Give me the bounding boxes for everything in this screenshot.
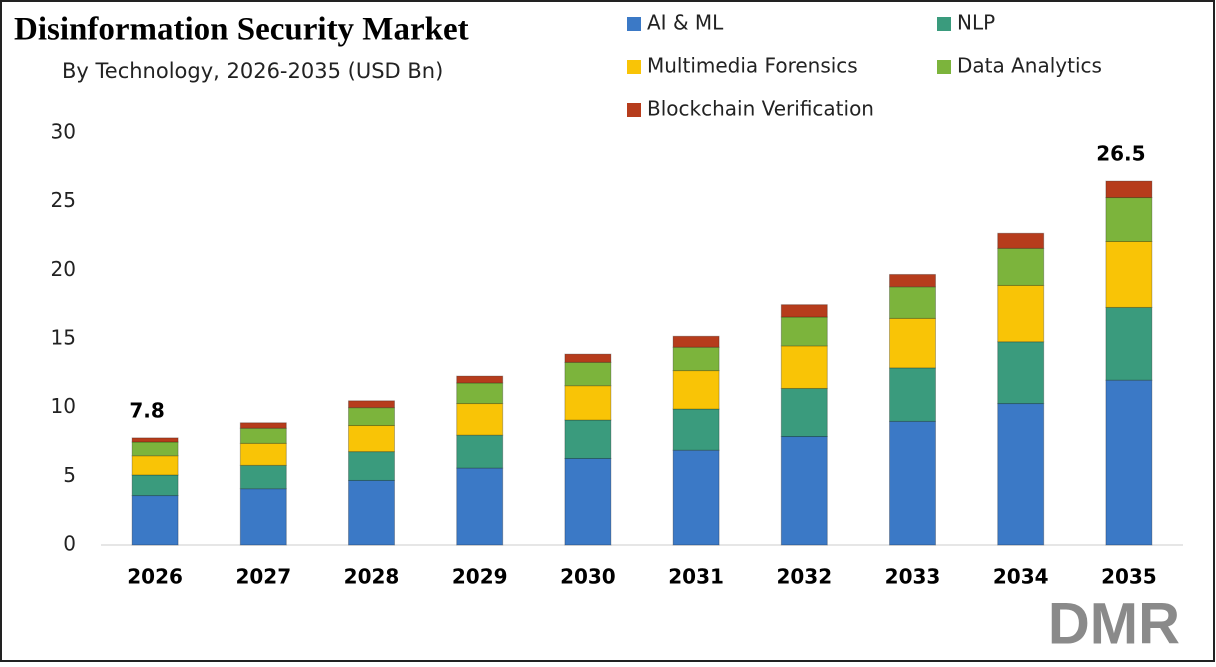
total-label: 26.5 — [1096, 142, 1145, 166]
bar-segment — [997, 247, 1045, 286]
bar-segment — [348, 451, 395, 481]
chart-subtitle: By Technology, 2026-2035 (USD Bn) — [62, 59, 443, 83]
bar-segment — [672, 370, 720, 410]
total-label: 7.8 — [129, 398, 164, 422]
y-tick-label: 15 — [51, 326, 76, 350]
bar-segment — [672, 408, 720, 451]
bar-segment — [997, 284, 1045, 343]
bar-segment — [456, 467, 504, 546]
legend-label: Blockchain Verification — [647, 97, 874, 121]
bar-segment — [997, 232, 1045, 249]
y-tick-label: 25 — [51, 188, 76, 212]
legend-swatch — [627, 60, 641, 74]
bar-segment — [348, 407, 395, 427]
bar-segment — [348, 479, 395, 546]
x-tick-label: 2035 — [1101, 565, 1157, 589]
bar-segment — [131, 441, 179, 457]
bar-segment — [889, 420, 936, 546]
bar-segment — [564, 361, 612, 387]
chart-title: Disinformation Security Market — [14, 12, 469, 48]
bar-segment — [780, 436, 828, 546]
logo: DMR — [1048, 591, 1180, 656]
x-tick-label: 2029 — [452, 565, 508, 589]
bar-segment — [239, 422, 287, 429]
bar-segment — [780, 387, 828, 438]
legend-label: AI & ML — [647, 11, 724, 35]
bar-segment — [1105, 379, 1153, 546]
bar-segment — [889, 286, 936, 319]
x-tick-label: 2033 — [885, 565, 941, 589]
y-tick-label: 5 — [63, 463, 76, 487]
bar-segment — [672, 346, 720, 372]
legend-swatch — [937, 17, 951, 31]
bar-segment — [239, 488, 287, 546]
bar-segment — [1105, 240, 1153, 308]
x-tick-label: 2026 — [127, 565, 183, 589]
bar-segment — [564, 353, 612, 363]
bar-segment — [239, 442, 287, 466]
legend-swatch — [627, 103, 641, 117]
legend-label: Multimedia Forensics — [647, 54, 858, 78]
bar-segment — [239, 427, 287, 444]
bar-segment — [348, 425, 395, 453]
y-tick-label: 20 — [51, 257, 76, 281]
bar-segment — [564, 457, 612, 546]
bar-segment — [1105, 306, 1153, 381]
legend-label: Data Analytics — [957, 54, 1102, 78]
bar-segment — [456, 434, 504, 469]
x-tick-label: 2032 — [776, 565, 832, 589]
x-tick-label: 2027 — [235, 565, 291, 589]
legend-swatch — [627, 17, 641, 31]
bar-segment — [239, 464, 287, 490]
x-tick-label: 2034 — [993, 565, 1049, 589]
bar-segment — [889, 317, 936, 369]
bar-segment — [131, 495, 179, 546]
y-tick-label: 0 — [63, 532, 76, 556]
bar-segment — [997, 403, 1045, 546]
bar-segment — [780, 304, 828, 318]
bar-segment — [889, 273, 936, 288]
bar-segment — [564, 385, 612, 421]
bar-segment — [131, 474, 179, 497]
bar-segment — [131, 455, 179, 476]
legend-swatch — [937, 60, 951, 74]
y-tick-label: 30 — [51, 120, 76, 144]
bar-segment — [780, 316, 828, 347]
x-tick-label: 2030 — [560, 565, 616, 589]
bar-segment — [456, 375, 504, 384]
bar-segment — [889, 367, 936, 422]
bar-segment — [131, 437, 179, 443]
bar-segment — [348, 400, 395, 409]
y-tick-label: 10 — [51, 394, 76, 418]
x-tick-label: 2028 — [344, 565, 400, 589]
bar-segment — [672, 335, 720, 348]
bar-segment — [1105, 197, 1153, 242]
legend-label: NLP — [957, 11, 995, 35]
bar-segment — [780, 345, 828, 389]
bar-segment — [672, 449, 720, 546]
bar-segment — [456, 382, 504, 405]
bar-segment — [564, 419, 612, 459]
x-tick-label: 2031 — [668, 565, 724, 589]
bar-segment — [456, 403, 504, 436]
bar-segment — [1105, 180, 1153, 199]
bar-segment — [997, 341, 1045, 405]
